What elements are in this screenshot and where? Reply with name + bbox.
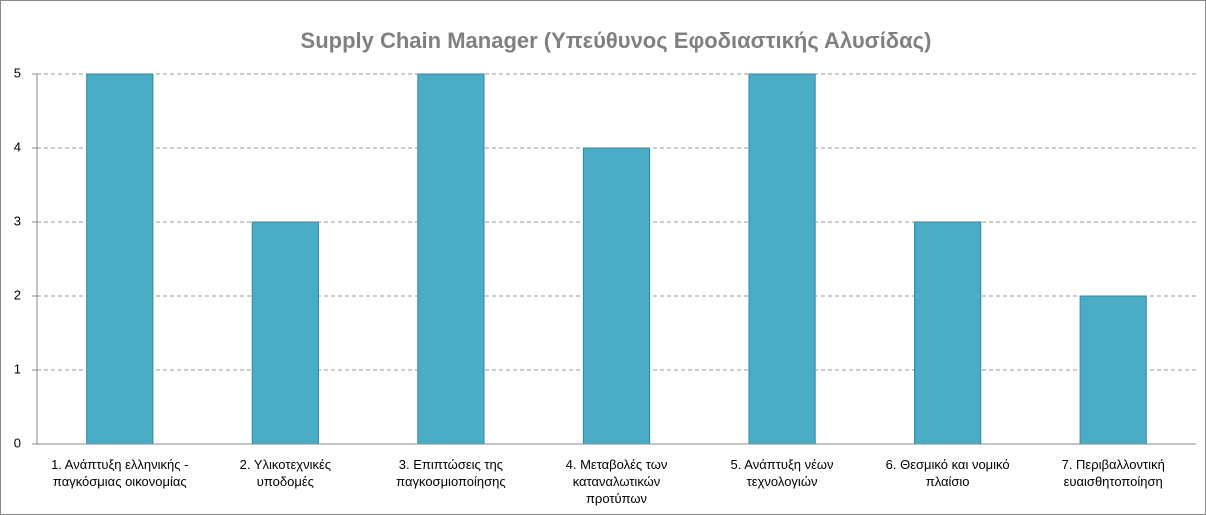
x-tick-label: 4. Μεταβολές των καταναλωτικών προτύπων bbox=[565, 457, 668, 506]
y-tick-label: 1 bbox=[14, 361, 21, 376]
y-tick-label: 5 bbox=[14, 65, 21, 80]
y-tick-label: 3 bbox=[14, 213, 21, 228]
x-tick-label: 2. Υλικοτεχνικές υποδομές bbox=[239, 457, 332, 489]
bar bbox=[251, 221, 319, 445]
y-tick-label: 2 bbox=[14, 287, 21, 302]
bar bbox=[1079, 295, 1147, 445]
x-tick-label: 6. Θεσμικό και νομικό πλαίσιο bbox=[885, 457, 1010, 489]
bar bbox=[748, 73, 816, 445]
x-tick-label: 1. Ανάπτυξη ελληνικής - παγκόσμιας οικον… bbox=[51, 457, 189, 489]
x-tick-label: 3. Επιπτώσεις της παγκοσμιοποίησης bbox=[396, 457, 506, 489]
bar bbox=[914, 221, 982, 445]
bar bbox=[582, 147, 651, 445]
y-tick-label: 4 bbox=[14, 139, 21, 154]
y-tick-label: 0 bbox=[14, 435, 21, 450]
bar bbox=[86, 73, 154, 445]
x-tick-label: 7. Περιβαλλοντική ευαισθητοποίηση bbox=[1061, 457, 1165, 489]
bar bbox=[417, 73, 485, 445]
chart-title: Supply Chain Manager (Υπεύθυνος Εφοδιαστ… bbox=[301, 28, 932, 53]
x-tick-label: 5. Ανάπτυξη νέων τεχνολογιών bbox=[730, 457, 834, 489]
